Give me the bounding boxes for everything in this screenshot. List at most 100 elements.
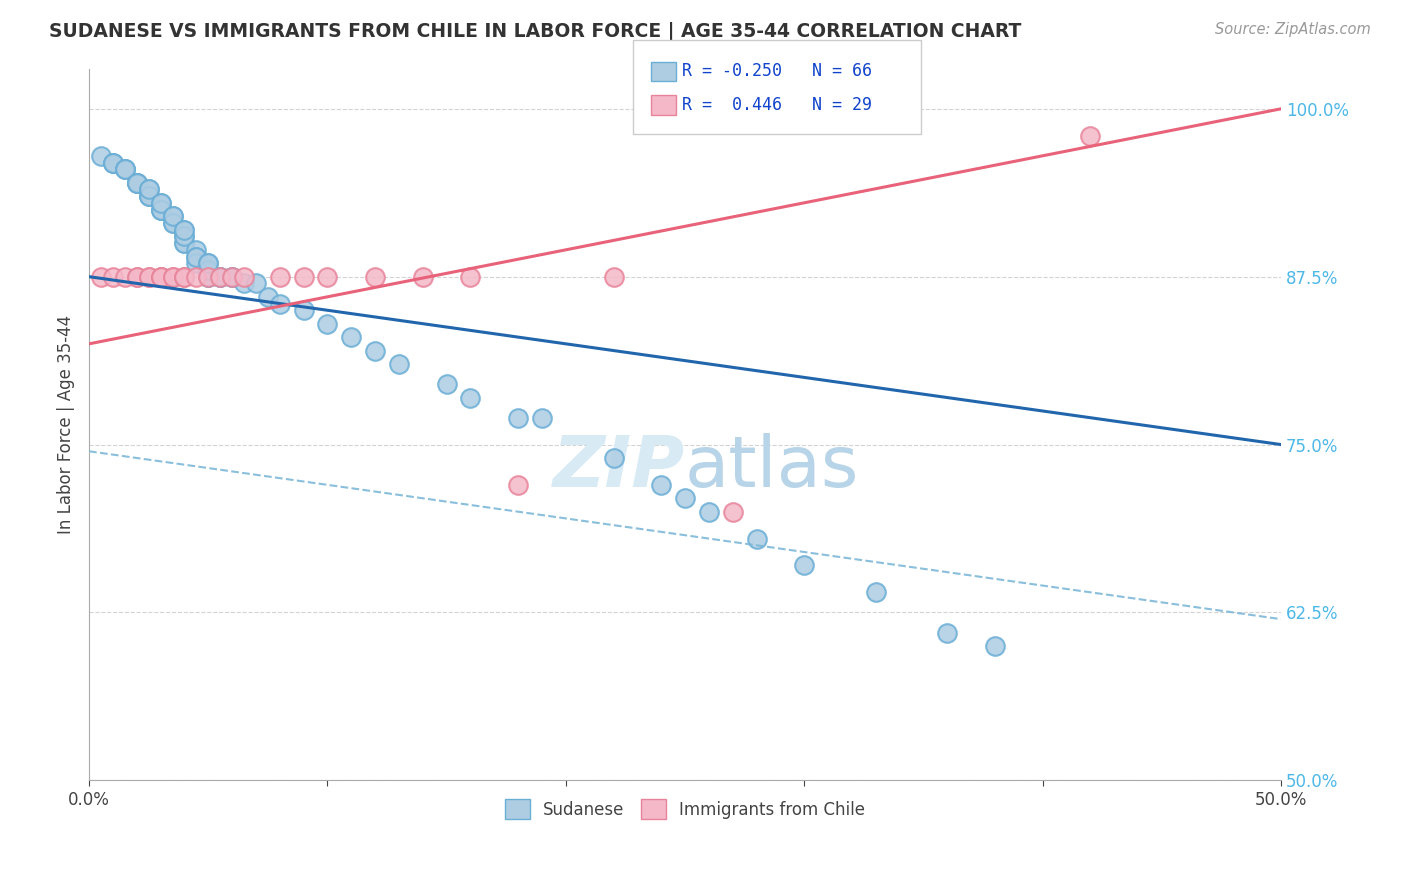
Point bbox=[90, 269, 112, 284]
Point bbox=[138, 189, 160, 203]
Point bbox=[936, 625, 959, 640]
Point bbox=[149, 195, 172, 210]
Point bbox=[364, 343, 387, 358]
Point bbox=[340, 330, 363, 344]
Point bbox=[197, 269, 219, 284]
Point bbox=[412, 269, 434, 284]
Point bbox=[233, 269, 256, 284]
Point bbox=[221, 269, 243, 284]
Point bbox=[101, 155, 124, 169]
Point bbox=[436, 377, 458, 392]
Point bbox=[186, 243, 208, 257]
Point bbox=[101, 269, 124, 284]
Point bbox=[114, 162, 136, 177]
Text: R =  0.446   N = 29: R = 0.446 N = 29 bbox=[682, 96, 872, 114]
Point bbox=[197, 269, 219, 284]
Point bbox=[138, 182, 160, 196]
Point bbox=[697, 505, 720, 519]
Point bbox=[793, 558, 815, 573]
Point bbox=[292, 269, 315, 284]
Point bbox=[162, 209, 184, 223]
Point bbox=[162, 269, 184, 284]
Text: ZIP: ZIP bbox=[553, 433, 685, 501]
Point bbox=[186, 250, 208, 264]
Point bbox=[269, 269, 291, 284]
Point bbox=[984, 639, 1007, 653]
Point bbox=[245, 277, 267, 291]
Point bbox=[101, 155, 124, 169]
Point bbox=[650, 478, 672, 492]
Point bbox=[138, 189, 160, 203]
Point bbox=[125, 176, 148, 190]
Point bbox=[602, 450, 624, 465]
Point bbox=[173, 222, 195, 236]
Point bbox=[149, 269, 172, 284]
Point bbox=[138, 182, 160, 196]
Point bbox=[101, 155, 124, 169]
Point bbox=[149, 195, 172, 210]
Point bbox=[292, 303, 315, 318]
Point bbox=[162, 209, 184, 223]
Point bbox=[221, 269, 243, 284]
Point bbox=[1078, 128, 1101, 143]
Point bbox=[114, 162, 136, 177]
Legend: Sudanese, Immigrants from Chile: Sudanese, Immigrants from Chile bbox=[498, 793, 872, 825]
Point bbox=[162, 216, 184, 230]
Point bbox=[114, 269, 136, 284]
Point bbox=[209, 269, 232, 284]
Point bbox=[257, 290, 280, 304]
Point bbox=[173, 236, 195, 251]
Point bbox=[114, 162, 136, 177]
Point bbox=[149, 269, 172, 284]
Point bbox=[138, 269, 160, 284]
Point bbox=[186, 256, 208, 270]
Point bbox=[233, 277, 256, 291]
Text: SUDANESE VS IMMIGRANTS FROM CHILE IN LABOR FORCE | AGE 35-44 CORRELATION CHART: SUDANESE VS IMMIGRANTS FROM CHILE IN LAB… bbox=[49, 22, 1022, 42]
Point bbox=[125, 269, 148, 284]
Point bbox=[460, 391, 482, 405]
Point bbox=[162, 216, 184, 230]
Point bbox=[125, 176, 148, 190]
Point bbox=[149, 202, 172, 217]
Point bbox=[173, 229, 195, 244]
Point bbox=[149, 202, 172, 217]
Point bbox=[173, 269, 195, 284]
Point bbox=[209, 269, 232, 284]
Point bbox=[125, 176, 148, 190]
Point bbox=[316, 269, 339, 284]
Point bbox=[508, 410, 530, 425]
Point bbox=[197, 256, 219, 270]
Text: atlas: atlas bbox=[685, 433, 859, 501]
Point bbox=[90, 149, 112, 163]
Point bbox=[149, 202, 172, 217]
Text: Source: ZipAtlas.com: Source: ZipAtlas.com bbox=[1215, 22, 1371, 37]
Point bbox=[221, 269, 243, 284]
Point bbox=[186, 250, 208, 264]
Point bbox=[673, 491, 696, 506]
Point bbox=[388, 357, 411, 371]
Point bbox=[209, 269, 232, 284]
Point bbox=[173, 222, 195, 236]
Y-axis label: In Labor Force | Age 35-44: In Labor Force | Age 35-44 bbox=[58, 315, 75, 534]
Point bbox=[173, 229, 195, 244]
Point bbox=[138, 189, 160, 203]
Point bbox=[316, 317, 339, 331]
Text: R = -0.250   N = 66: R = -0.250 N = 66 bbox=[682, 62, 872, 80]
Point bbox=[197, 269, 219, 284]
Point bbox=[364, 269, 387, 284]
Point bbox=[125, 176, 148, 190]
Point bbox=[460, 269, 482, 284]
Point bbox=[138, 269, 160, 284]
Point bbox=[865, 585, 887, 599]
Point bbox=[745, 532, 768, 546]
Point bbox=[186, 269, 208, 284]
Point bbox=[530, 410, 553, 425]
Point bbox=[508, 478, 530, 492]
Point bbox=[162, 269, 184, 284]
Point bbox=[197, 263, 219, 277]
Point bbox=[149, 269, 172, 284]
Point bbox=[602, 269, 624, 284]
Point bbox=[269, 296, 291, 310]
Point bbox=[197, 256, 219, 270]
Point bbox=[721, 505, 744, 519]
